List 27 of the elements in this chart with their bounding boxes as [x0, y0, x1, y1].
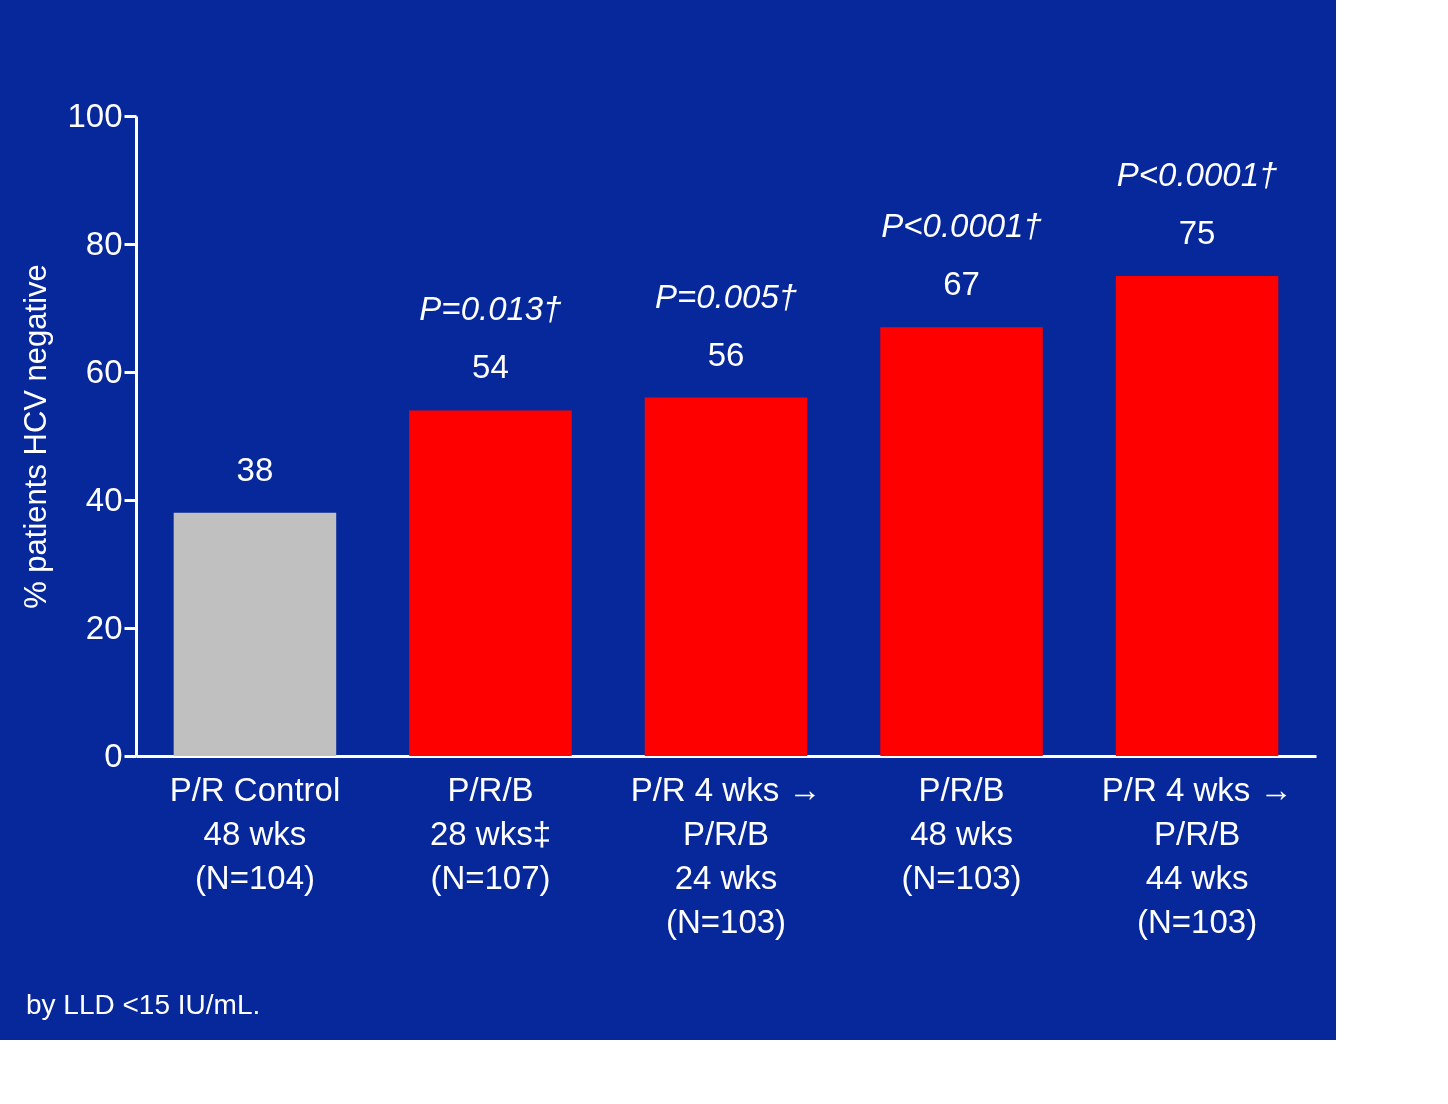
- x-tick-label: P/R/B 28 wks‡ (N=107): [429, 770, 551, 896]
- x-tick-label: P/R/B 48 wks (N=103): [901, 770, 1022, 896]
- bar: [644, 397, 808, 756]
- y-tick-label: 100: [67, 96, 123, 134]
- annotation: P<0.0001†: [881, 207, 1042, 245]
- text: by LLD <15 IU/mL.: [26, 989, 261, 1020]
- y-tick-label: 60: [85, 352, 123, 390]
- annotation: P=0.013†: [419, 290, 562, 328]
- y-tick-label: 40: [85, 480, 123, 518]
- y-tick-label: 0: [104, 736, 123, 774]
- x-tick-label: P/R Control 48 wks (N=104): [169, 770, 341, 896]
- y-tick-label: 80: [85, 224, 123, 262]
- data-label: 56: [707, 335, 745, 373]
- bar: [409, 410, 572, 756]
- x-tick-label: P/R 4 wks → P/R/B 24 wks (N=103): [630, 770, 822, 940]
- bar: [880, 327, 1043, 756]
- y-tick-label: 20: [85, 608, 123, 646]
- data-label: 38: [236, 450, 274, 488]
- bar: [1115, 276, 1279, 756]
- annotation: P=0.005†: [654, 277, 798, 315]
- annotation: P<0.0001†: [1116, 156, 1278, 193]
- bar: [173, 512, 337, 756]
- data-label: 54: [472, 348, 509, 386]
- y-axis-title: % patients HCV negative: [18, 264, 54, 609]
- data-label: 75: [1178, 214, 1216, 251]
- data-label: 67: [943, 265, 980, 303]
- x-tick-label: P/R 4 wks → P/R/B 44 wks (N=103): [1101, 770, 1293, 940]
